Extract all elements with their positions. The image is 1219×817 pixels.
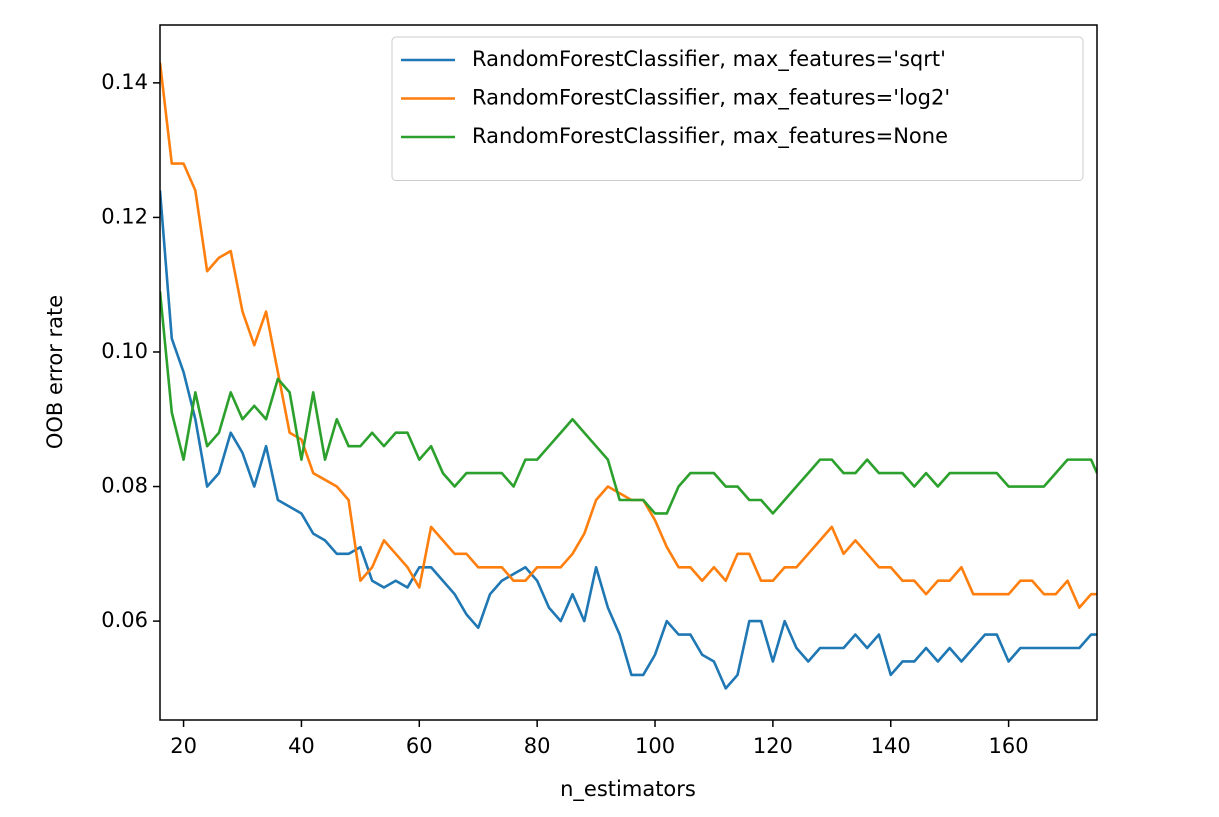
x-axis-label: n_estimators [560,777,696,802]
x-tick-label: 20 [170,734,197,758]
x-tick-label: 160 [989,734,1029,758]
x-tick-label: 140 [871,734,911,758]
legend-label: RandomForestClassifier, max_features=Non… [472,124,948,149]
y-tick-label: 0.08 [101,474,148,498]
y-axis-label: OOB error rate [43,295,67,449]
y-tick-label: 0.14 [101,70,148,94]
line-series [160,291,1097,515]
legend-box [391,36,1084,181]
legend-label: RandomForestClassifier, max_features='sq… [472,47,946,72]
x-tick-label: 40 [288,734,315,758]
y-tick-label: 0.12 [101,204,148,228]
x-tick-label: 80 [524,734,551,758]
x-tick-label: 120 [753,734,793,758]
plot-frame [159,24,1098,721]
y-tick-label: 0.06 [101,608,148,632]
x-tick-label: 100 [635,734,675,758]
x-tick-label: 60 [406,734,433,758]
legend-label: RandomForestClassifier, max_features='lo… [472,86,950,111]
y-tick-label: 0.10 [101,339,148,363]
line-series [160,190,1097,690]
